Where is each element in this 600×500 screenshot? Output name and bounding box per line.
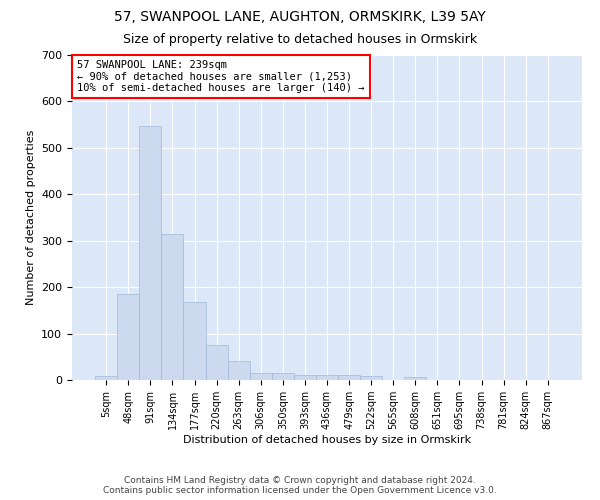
- Bar: [161, 234, 184, 380]
- Bar: [294, 375, 316, 380]
- Bar: [227, 362, 250, 380]
- Text: 57, SWANPOOL LANE, AUGHTON, ORMSKIRK, L39 5AY: 57, SWANPOOL LANE, AUGHTON, ORMSKIRK, L3…: [114, 10, 486, 24]
- Bar: [360, 376, 382, 380]
- Bar: [117, 294, 139, 380]
- Bar: [206, 344, 227, 380]
- Text: Contains HM Land Registry data © Crown copyright and database right 2024.
Contai: Contains HM Land Registry data © Crown c…: [103, 476, 497, 495]
- Bar: [95, 376, 117, 380]
- Bar: [184, 302, 206, 380]
- Text: Size of property relative to detached houses in Ormskirk: Size of property relative to detached ho…: [123, 32, 477, 46]
- Bar: [316, 375, 338, 380]
- X-axis label: Distribution of detached houses by size in Ormskirk: Distribution of detached houses by size …: [183, 435, 471, 445]
- Bar: [404, 377, 427, 380]
- Bar: [272, 373, 294, 380]
- Bar: [250, 373, 272, 380]
- Text: 57 SWANPOOL LANE: 239sqm
← 90% of detached houses are smaller (1,253)
10% of sem: 57 SWANPOOL LANE: 239sqm ← 90% of detach…: [77, 60, 365, 93]
- Y-axis label: Number of detached properties: Number of detached properties: [26, 130, 35, 305]
- Bar: [338, 375, 360, 380]
- Bar: [139, 126, 161, 380]
